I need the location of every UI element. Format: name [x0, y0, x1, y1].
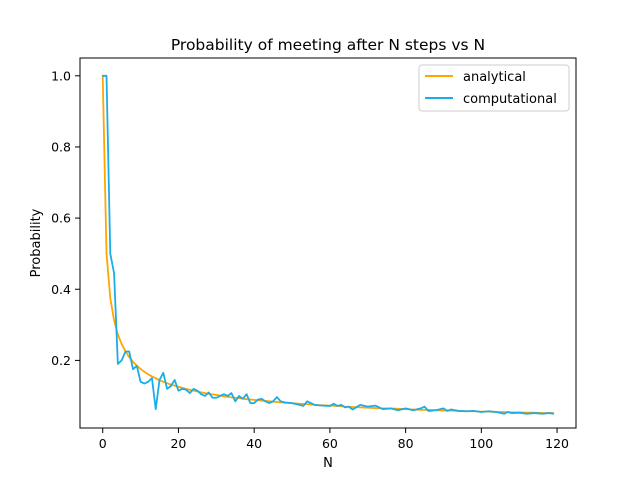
x-axis: 0 20 40 60 80 100 120 — [99, 428, 569, 451]
plot-frame — [79, 57, 577, 429]
legend: analytical computational — [418, 64, 570, 112]
x-tick-label: 100 — [469, 436, 493, 451]
y-axis-label: Probability — [29, 208, 44, 277]
legend-label-computational: computational — [463, 92, 557, 107]
x-tick-label: 40 — [246, 436, 262, 451]
x-tick-label: 80 — [398, 436, 414, 451]
legend-frame — [418, 64, 570, 112]
y-tick-label: 1.0 — [51, 68, 71, 83]
legend-label-analytical: analytical — [463, 70, 526, 85]
y-tick-label: 0.8 — [51, 139, 71, 154]
plot-area — [79, 57, 577, 429]
x-tick-label: 120 — [545, 436, 569, 451]
series-layer — [101, 74, 555, 415]
x-tick-label: 20 — [170, 436, 186, 451]
y-axis: 0.2 0.4 0.6 0.8 1.0 — [51, 68, 80, 368]
x-axis-label: N — [323, 456, 333, 471]
y-tick-label: 0.6 — [51, 211, 71, 226]
series-line-computational — [101, 74, 555, 415]
y-tick-label: 0.4 — [51, 282, 71, 297]
x-tick-label: 60 — [322, 436, 338, 451]
y-tick-label: 0.2 — [51, 353, 71, 368]
chart-title: Probability of meeting after N steps vs … — [171, 36, 485, 54]
x-tick-label: 0 — [99, 436, 107, 451]
